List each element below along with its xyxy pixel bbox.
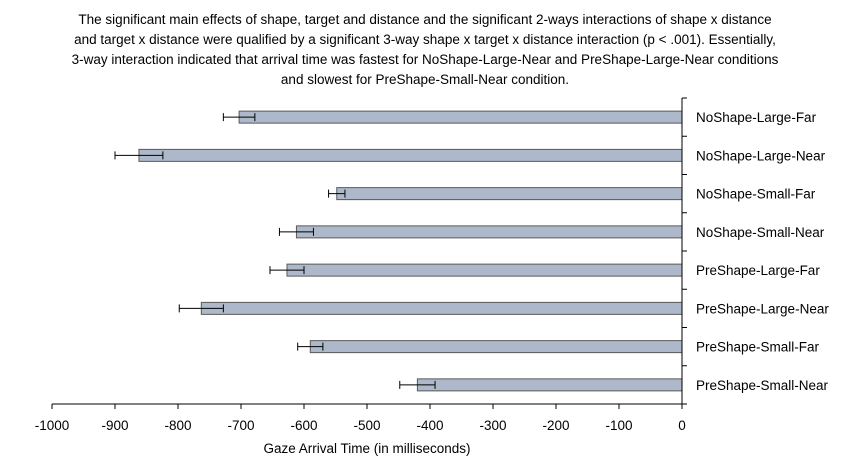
category-label: PreShape-Small-Far	[696, 340, 820, 355]
category-label: PreShape-Small-Near	[696, 378, 829, 393]
x-tick-label: -1000	[35, 418, 70, 433]
category-label: NoShape-Small-Far	[696, 187, 816, 202]
bars-layer	[138, 110, 683, 392]
bar-noshape-large-far	[238, 110, 683, 124]
error-bar-preshape-small-near	[399, 380, 436, 389]
x-tick-label: -600	[290, 418, 317, 433]
chart-title: The significant main effects of shape, t…	[71, 12, 779, 87]
category-label: NoShape-Large-Far	[696, 110, 817, 125]
x-tick-label: -100	[605, 418, 632, 433]
x-tick-label: -200	[542, 418, 569, 433]
bar-preshape-small-near	[416, 378, 683, 392]
bar-preshape-large-far	[286, 263, 683, 277]
error-bar-noshape-small-near	[278, 227, 314, 236]
error-bar-preshape-large-near	[178, 304, 224, 313]
axis-layer: -1000 -900 -800 -700 -600 -500 -400 -300 -200 -10…	[35, 97, 687, 433]
bar-noshape-small-far	[336, 187, 683, 201]
error-bar-noshape-large-far	[222, 113, 256, 122]
x-axis-title: Gaze Arrival Time (in milliseconds)	[263, 441, 470, 456]
error-bar-noshape-large-near	[114, 151, 164, 160]
x-tick-label: -300	[479, 418, 506, 433]
bar-preshape-small-far	[309, 340, 683, 354]
x-tick-label: -500	[353, 418, 380, 433]
x-tick-label: -800	[164, 418, 191, 433]
bar-noshape-small-near	[295, 225, 683, 239]
category-label: NoShape-Small-Near	[696, 225, 825, 240]
error-bar-preshape-small-far	[297, 342, 324, 351]
error-bar-preshape-large-far	[269, 266, 305, 275]
category-label: PreShape-Large-Far	[696, 263, 820, 278]
category-label: PreShape-Large-Near	[696, 301, 829, 316]
bar-preshape-large-near	[200, 301, 683, 315]
category-label: NoShape-Large-Near	[696, 148, 826, 163]
error-bar-noshape-small-far	[328, 189, 346, 198]
error-bars-layer	[114, 113, 436, 389]
x-tick-label: 0	[678, 418, 686, 433]
x-tick-label: -700	[227, 418, 254, 433]
x-tick-label: -900	[101, 418, 128, 433]
bar-noshape-large-near	[138, 148, 683, 162]
labels-layer: NoShape-Large-Far NoShape-Large-Near NoSha…	[696, 110, 829, 393]
x-tick-label: -400	[416, 418, 443, 433]
